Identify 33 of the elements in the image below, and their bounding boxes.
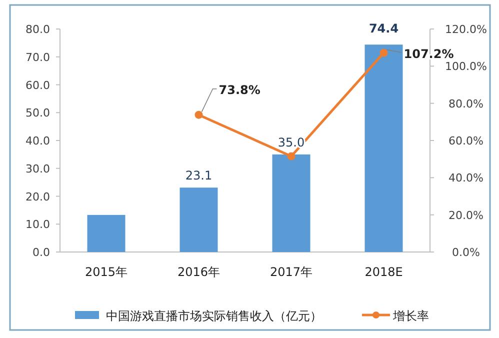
bar [180,188,218,252]
y2-tick-label: 60.0% [448,134,484,148]
y2-tick-label: 20.0% [448,208,484,222]
point [194,110,203,119]
y-tick-label: 50.0 [26,106,50,120]
y-tick-label: 80.0 [26,23,50,36]
y-tick-label: 10.0 [26,218,50,232]
y-tick-label: 30.0 [26,162,50,176]
y-tick-label: 60.0 [26,78,50,92]
x-tick-label: 2015年 [84,265,128,279]
bar [87,214,126,252]
y2-tick-label: 80.0% [448,97,484,110]
x-tick-label: 2016年 [177,265,220,279]
point [287,152,296,160]
y-tick-label: 0.0 [32,246,50,259]
data-label: 73.8% [218,82,260,97]
y-tick-label: 20.0 [26,190,50,204]
point [380,48,388,57]
data-label: 74.4 [368,22,399,36]
y2-tick-label: 120.0% [445,23,487,36]
y2-tick-label: 0.0% [452,246,480,259]
bar [272,154,310,252]
data-label: 107.2% [404,46,454,61]
y2-tick-label: 100.0% [445,60,487,74]
y2-tick-label: 40.0% [448,172,484,185]
x-tick-label: 2017年 [270,265,313,279]
legend-label: 中国游戏直播市场实际销售收入（亿元） [106,309,322,323]
data-label: 23.1 [185,168,212,183]
legend-label: 增长率 [392,309,429,323]
x-tick-label: 2018E [364,265,403,279]
y-tick-label: 70.0 [26,50,50,64]
y-tick-label: 40.0 [26,134,50,148]
bar [364,44,403,252]
